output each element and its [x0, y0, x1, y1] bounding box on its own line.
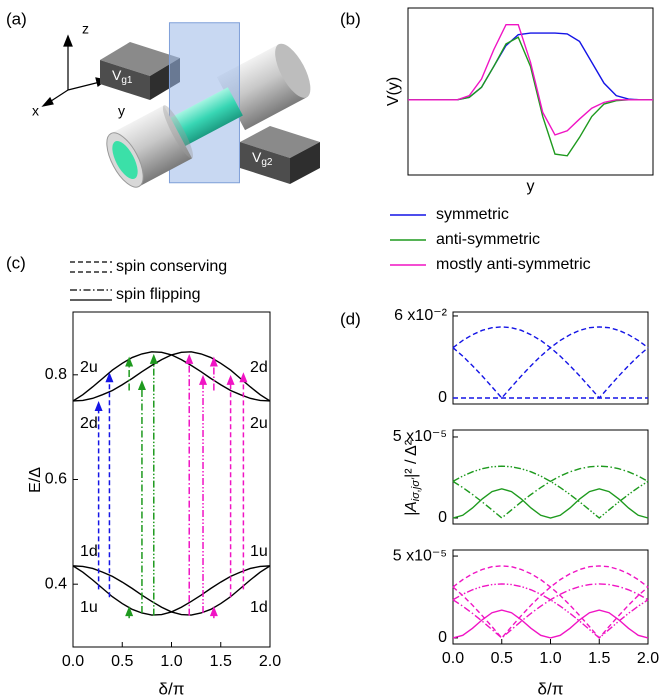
arrow-head — [185, 353, 194, 364]
plot-frame — [407, 7, 654, 176]
y-tick-label: 5 x10⁻⁵ — [393, 428, 447, 445]
y-tick-label: 0 — [438, 509, 447, 526]
gate-symbol: V — [252, 149, 262, 165]
x-tick-label: 1.5 — [210, 653, 232, 670]
x-tick-label: 0.5 — [491, 650, 513, 667]
gate-2 — [240, 126, 320, 184]
arrow-head — [209, 356, 218, 367]
level-label: 1d — [80, 543, 98, 560]
curve — [452, 326, 649, 400]
x-tick-label: 0.0 — [62, 653, 84, 670]
y-axis-label: V(y) — [385, 77, 402, 106]
axis-label: x — [32, 103, 39, 119]
arrow-head — [125, 356, 134, 367]
plot-frame — [452, 429, 649, 525]
arrow-head — [226, 374, 235, 385]
level-label: 1d — [250, 599, 268, 616]
y-tick-label: 0.4 — [45, 575, 67, 592]
arrow-head — [209, 606, 218, 617]
y-axis-label-part: |² / Δ² — [403, 439, 420, 478]
y-axis-label-part: |A — [403, 501, 420, 516]
panel-label: (a) — [6, 9, 27, 28]
level-label: 1u — [80, 599, 98, 616]
legend-label: symmetric — [436, 206, 509, 223]
y-tick-label: 0.8 — [45, 366, 67, 383]
panel-label: (c) — [6, 253, 26, 272]
legend-label: spin flipping — [116, 286, 201, 303]
level-label: 2u — [250, 415, 268, 432]
arrow-head — [125, 606, 134, 617]
nanowire — [106, 22, 311, 188]
x-tick-label: 1.0 — [160, 653, 182, 670]
curve — [452, 565, 649, 640]
y-axis-label: |Aiσ,jσ′|² / Δ² — [403, 439, 422, 516]
schematic: (a) z x y Vg1 Vg2 — [6, 9, 320, 188]
level-label: 2u — [80, 359, 98, 376]
arrow-head — [149, 353, 158, 364]
arrow-head — [239, 372, 248, 383]
x-tick-label: 0.0 — [442, 650, 464, 667]
curve — [452, 583, 649, 639]
gate-symbol: V — [112, 67, 122, 83]
axes-triad — [41, 34, 108, 107]
x-tick-label: 2.0 — [259, 653, 281, 670]
axis-label: z — [82, 21, 89, 37]
arrow-head — [137, 380, 146, 391]
panel-label: (d) — [340, 309, 361, 328]
curve — [452, 465, 649, 519]
curve — [452, 326, 649, 400]
level-label: 1u — [250, 543, 268, 560]
legend-label: anti-symmetric — [436, 231, 540, 248]
gate-label: Vg2 — [252, 149, 273, 168]
x-tick-label: 1.0 — [539, 650, 561, 667]
legend-label: mostly anti-symmetric — [436, 256, 591, 273]
x-tick-label: 1.5 — [588, 650, 610, 667]
x-axis-label: y — [527, 178, 535, 195]
y-tick-label: 0 — [438, 389, 447, 406]
y-axis-label-part: iσ,jσ′ — [410, 477, 422, 501]
arrow-head — [105, 372, 114, 383]
curve — [72, 351, 271, 402]
curve — [452, 565, 649, 640]
plot-frame — [452, 311, 649, 405]
curve — [452, 609, 649, 639]
level-label: 2d — [250, 359, 268, 376]
arrow-head — [94, 400, 103, 411]
curve — [452, 488, 649, 519]
y-axis-label: E/Δ — [27, 467, 44, 493]
curve — [452, 583, 649, 639]
panel-label: (b) — [340, 9, 361, 28]
y-tick-label: 5 x10⁻⁵ — [393, 547, 447, 564]
x-tick-label: 2.0 — [637, 650, 659, 667]
axis-label: y — [118, 103, 125, 119]
x-axis-label: δ/π — [159, 679, 185, 698]
plot-frame — [452, 549, 649, 645]
x-axis-label: δ/π — [538, 679, 564, 698]
y-tick-label: 6 x10⁻² — [394, 307, 448, 324]
curve — [72, 565, 271, 616]
arrow-head — [199, 374, 208, 385]
plot-frame — [72, 311, 271, 648]
legend-label: spin conserving — [116, 258, 227, 275]
gate-label: Vg1 — [112, 67, 133, 86]
curve — [72, 565, 271, 616]
y-tick-label: 0 — [438, 629, 447, 646]
x-tick-label: 0.5 — [111, 653, 133, 670]
curve — [408, 24, 653, 136]
curve — [408, 36, 653, 157]
level-label: 2d — [80, 415, 98, 432]
curve — [452, 465, 649, 519]
curve — [72, 351, 271, 402]
y-tick-label: 0.6 — [45, 471, 67, 488]
gate-subscript: g1 — [121, 75, 133, 86]
gate-subscript: g2 — [261, 157, 273, 168]
